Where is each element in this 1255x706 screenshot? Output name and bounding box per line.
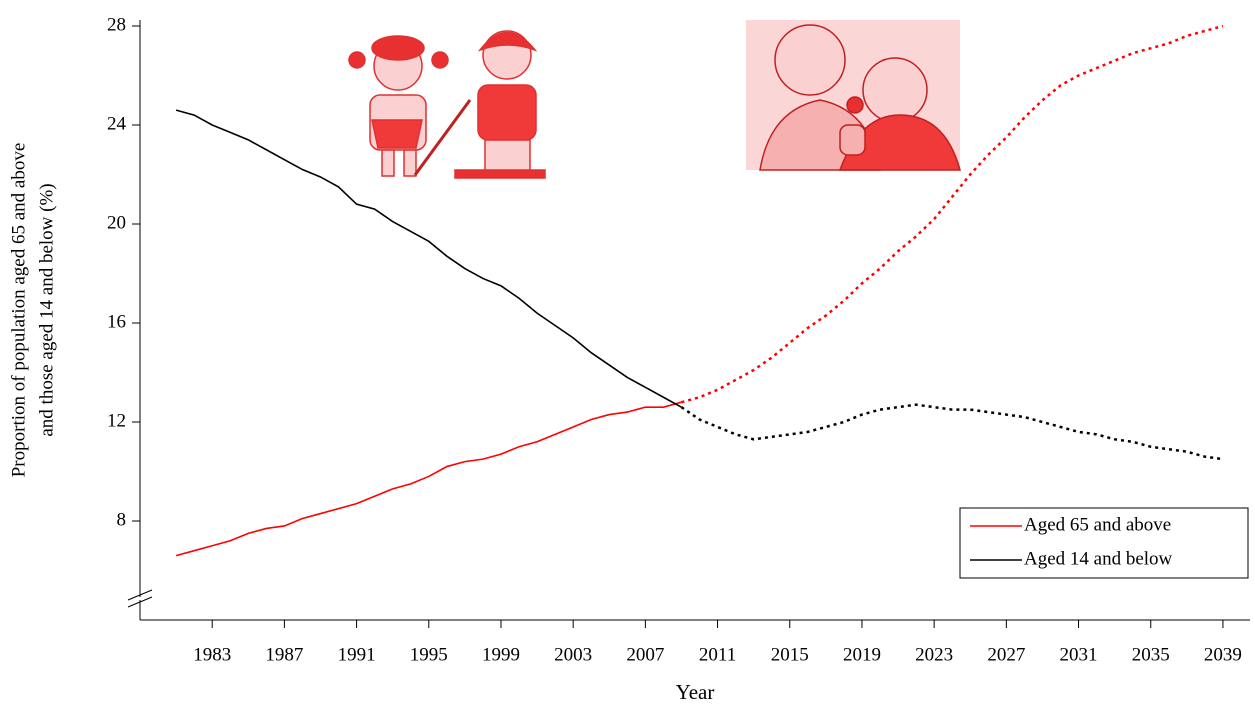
- x-tick-label: 1999: [482, 644, 520, 665]
- legend-label: Aged 65 and above: [1024, 514, 1171, 535]
- y-tick-label: 20: [107, 212, 126, 233]
- legend-box: [959, 507, 1249, 579]
- x-tick-label: 1983: [193, 644, 231, 665]
- x-tick-label: 1987: [265, 644, 303, 665]
- axis-break: [127, 589, 153, 608]
- x-tick-label: 2035: [1132, 644, 1170, 665]
- series-line: [175, 109, 682, 408]
- y-tick-label: 24: [107, 113, 127, 134]
- legend-label: Aged 14 and below: [1024, 548, 1173, 569]
- x-tick-label: 2015: [771, 644, 809, 665]
- y-tick-label: 16: [107, 311, 126, 332]
- x-tick-label: 2003: [554, 644, 592, 665]
- x-tick-label: 1995: [410, 644, 448, 665]
- y-axis-title: Proportion of population aged 65 and abo…: [8, 143, 29, 478]
- x-tick-label: 2039: [1204, 644, 1242, 665]
- y-axis-title: and those aged 14 and below (%): [36, 183, 57, 436]
- x-tick-label: 2011: [699, 644, 736, 665]
- projected-line: [680, 403, 1224, 461]
- children-clipart: [348, 30, 546, 179]
- x-tick-label: 1991: [338, 644, 376, 665]
- y-tick-label: 28: [107, 14, 126, 35]
- x-tick-label: 2023: [915, 644, 953, 665]
- projected-line: [681, 24, 1224, 404]
- x-axis-title: Year: [676, 680, 715, 704]
- series-line: [175, 401, 682, 557]
- x-tick-label: 2007: [626, 644, 664, 665]
- y-tick-label: 12: [107, 410, 126, 431]
- x-tick-label: 2019: [843, 644, 881, 665]
- x-tick-label: 2031: [1060, 644, 1098, 665]
- y-tick-label: 8: [117, 509, 127, 530]
- elderly-clipart: [746, 20, 961, 171]
- x-tick-label: 2027: [987, 644, 1025, 665]
